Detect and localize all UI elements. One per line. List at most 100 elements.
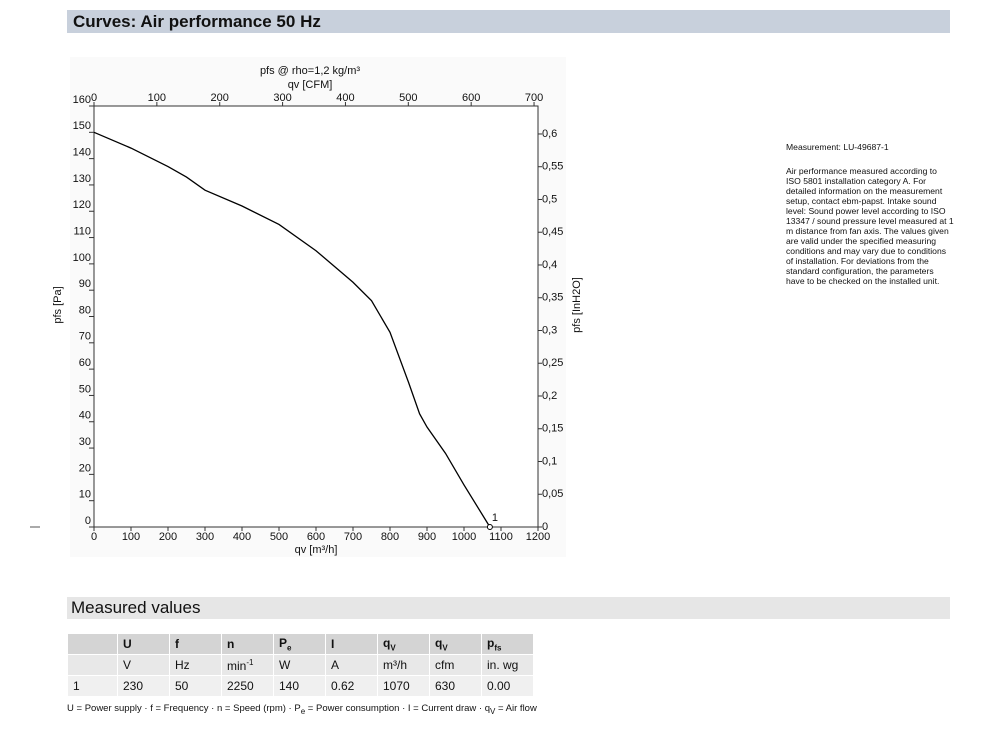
x-tick-label: 600	[307, 531, 325, 543]
unit-cell: A	[325, 654, 378, 676]
unit-cell: cfm	[429, 654, 482, 676]
y2-tick-label: 0,25	[542, 357, 563, 369]
symbol: P	[279, 635, 288, 650]
unit-cell: V	[117, 654, 170, 676]
subscript: fs	[494, 643, 502, 653]
y-tick-label: 50	[79, 383, 91, 395]
y2-tick-label: 0,4	[542, 259, 557, 271]
header-cell: U	[117, 633, 170, 655]
y-axis-label: pfs [Pa]	[52, 286, 64, 323]
x-tick-label: 1100	[489, 531, 513, 543]
header-cell: qV	[377, 633, 430, 655]
y2-axis-label: pfs [InH2O]	[571, 277, 583, 333]
separator: ·	[476, 703, 485, 714]
symbol: I	[331, 637, 335, 651]
data-cell: 140	[273, 675, 326, 697]
y2-tick-label: 0,5	[542, 193, 557, 205]
definition: = Current draw	[410, 703, 477, 714]
data-cell: 0.62	[325, 675, 378, 697]
unit-cell: Hz	[169, 654, 222, 676]
symbol: U	[67, 703, 74, 714]
y-tick-label: 0	[85, 515, 91, 527]
data-cell: 230	[117, 675, 170, 697]
y-tick-label: 100	[73, 252, 91, 264]
subscript: V	[390, 643, 396, 653]
x2-tick-label: 100	[148, 92, 166, 104]
y2-tick-label: 0,6	[542, 128, 557, 140]
data-row: 1 230 50 2250 140 0.62 1070 630 0.00	[67, 675, 534, 697]
x-tick-label: 200	[159, 531, 177, 543]
definition: = Frequency	[152, 703, 209, 714]
x2-tick-label: 600	[462, 92, 480, 104]
chart-title: pfs @ rho=1,2 kg/m³	[260, 65, 360, 77]
symbol: I	[407, 703, 411, 714]
definition: = Air flow	[495, 703, 537, 714]
subscript: e	[287, 643, 292, 653]
corner-cell	[67, 633, 118, 655]
plot-frame	[93, 105, 539, 528]
y-tick-label: 10	[79, 489, 91, 501]
data-cell: 1	[67, 675, 118, 697]
x-axis-label: qv [m³/h]	[295, 544, 338, 556]
header-cell: n	[221, 633, 274, 655]
symbol: U	[123, 637, 132, 651]
chart: pfs @ rho=1,2 kg/m³ qv [CFM] qv [m³/h] p…	[30, 57, 583, 557]
y-tick-label: 70	[79, 331, 91, 343]
definition: = Power supply	[73, 703, 142, 714]
y-tick-label: 30	[79, 436, 91, 448]
x-tick-label: 700	[344, 531, 362, 543]
description: Air performance measured according to IS…	[786, 166, 954, 286]
x-tick-label: 300	[196, 531, 214, 543]
y-tick-label: 60	[79, 357, 91, 369]
y2-tick-label: 0,55	[542, 161, 563, 173]
y2-tick-label: 0,1	[542, 455, 557, 467]
symbol: P	[294, 703, 301, 714]
x-tick-label: 100	[122, 531, 140, 543]
x-tick-label: 900	[418, 531, 436, 543]
curve	[93, 131, 491, 528]
y-tick-label: 120	[73, 199, 91, 211]
unit-cell: in. wg	[481, 654, 534, 676]
measurement-id: Measurement: LU-49687-1	[786, 142, 889, 152]
y2-tick-label: 0,45	[542, 226, 563, 238]
symbol: q	[484, 703, 491, 714]
symbol: f	[175, 637, 179, 651]
x-tick-label: 1200	[526, 531, 550, 543]
x2-tick-label: 700	[525, 92, 543, 104]
y-tick-label: 150	[73, 120, 91, 132]
data-cell: 2250	[221, 675, 274, 697]
x2-tick-label: 200	[211, 92, 229, 104]
y-tick-label: 40	[79, 410, 91, 422]
symbol: q	[435, 635, 443, 650]
y-tick-label: 110	[73, 225, 91, 237]
header-cell: I	[325, 633, 378, 655]
y2-tick-label: 0,35	[542, 292, 563, 304]
symbol: n	[217, 703, 223, 714]
header-bar: Curves: Air performance 50 Hz	[67, 10, 950, 33]
symbol: n	[227, 637, 235, 651]
symbol: p	[487, 635, 495, 650]
operating-point-label: 1	[492, 512, 498, 524]
subscript: e	[300, 706, 306, 716]
x2-tick-label: 500	[399, 92, 417, 104]
x-tick-label: 400	[233, 531, 251, 543]
subscript: V	[442, 643, 448, 653]
separator: ·	[141, 703, 151, 714]
definition: = Speed (rpm)	[222, 703, 286, 714]
x-tick-label: 0	[91, 531, 97, 543]
y2-tick-label: 0,15	[542, 423, 563, 435]
data-cell: 1070	[377, 675, 430, 697]
separator: ·	[285, 703, 295, 714]
symbol: f	[150, 703, 153, 714]
y-tick-label: 20	[79, 462, 91, 474]
data-cell: 0.00	[481, 675, 534, 697]
y-tick-label: 80	[79, 304, 91, 316]
data-cell: 630	[429, 675, 482, 697]
x2-tick-label: 0	[91, 92, 97, 104]
x-tick-label: 800	[381, 531, 399, 543]
footnote: U = Power supply · f = Frequency · n = S…	[67, 703, 537, 716]
